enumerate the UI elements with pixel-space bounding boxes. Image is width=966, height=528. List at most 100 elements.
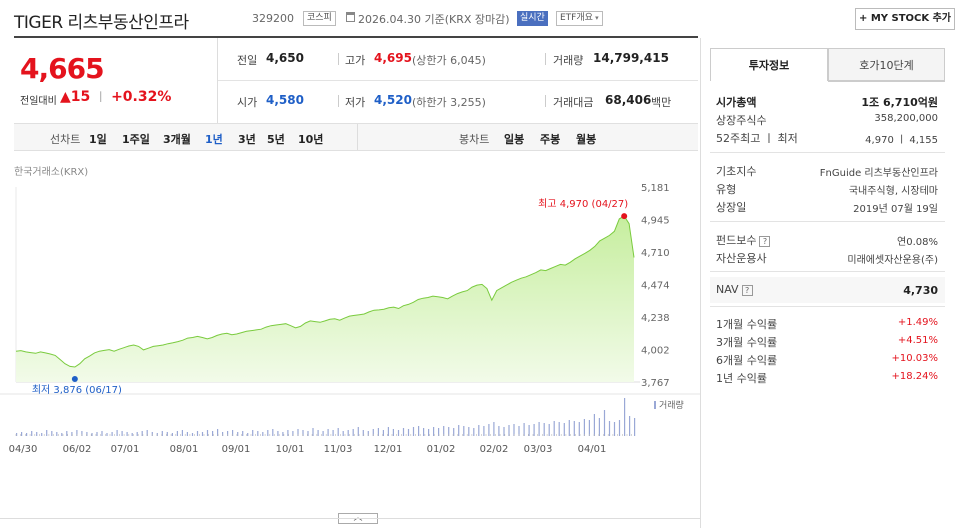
- change-separator: ㅣ: [95, 90, 107, 104]
- volume-bar: [252, 430, 254, 436]
- price-chart[interactable]: 5,181 4,945 4,710 4,474 4,238 4,002 3,767 04/3…: [0, 150, 700, 512]
- volume-bar: [212, 431, 214, 436]
- volume-bar: [46, 430, 48, 436]
- candle-weekly[interactable]: 주봉: [540, 133, 561, 146]
- type-label: 유형: [716, 183, 737, 196]
- volume-bar: [463, 426, 465, 436]
- prev-close-value: 4,650: [266, 51, 304, 65]
- add-my-stock-button[interactable]: + MY STOCK 추가: [855, 8, 955, 30]
- period-1d[interactable]: 1일: [89, 133, 107, 146]
- volume-bar: [171, 433, 173, 436]
- cell-separator: [545, 95, 546, 107]
- week52-value: 4,970 ㅣ 4,155: [865, 135, 938, 146]
- volume-bar: [327, 429, 329, 436]
- chart-bottom-line: [0, 518, 700, 519]
- prev-close-label: 전일: [237, 54, 258, 67]
- high-value: 4,695: [374, 51, 412, 65]
- volume-legend: 거래량: [659, 399, 684, 411]
- listed-date-label: 상장일: [716, 201, 747, 214]
- help-icon[interactable]: ?: [741, 284, 753, 296]
- volume-bar: [262, 432, 264, 436]
- y-tick-label: 5,181: [641, 183, 670, 194]
- volume-bar: [508, 425, 510, 436]
- x-tick-label: 07/01: [111, 444, 140, 455]
- return-6m-label: 6개월 수익률: [716, 354, 778, 367]
- volume-bar: [242, 431, 244, 436]
- candle-monthly[interactable]: 월봉: [576, 133, 597, 146]
- tab-invest-info[interactable]: 투자정보: [710, 48, 828, 81]
- x-tick-label: 11/03: [324, 444, 353, 455]
- nav-value: 4,730: [903, 284, 938, 297]
- x-tick-label: 02/02: [480, 444, 509, 455]
- period-5y[interactable]: 5년: [267, 133, 285, 146]
- amount-value: 68,406: [605, 93, 652, 107]
- volume-bar: [41, 433, 43, 436]
- candle-daily[interactable]: 일봉: [504, 133, 525, 146]
- up-arrow-icon: ▲: [60, 89, 71, 105]
- volume-bar: [473, 428, 475, 436]
- volume-bar: [634, 418, 636, 436]
- period-1y[interactable]: 1년: [205, 133, 223, 146]
- listed-shares-label: 상장주식수: [716, 114, 767, 127]
- volume-bar: [76, 430, 78, 436]
- volume-bar: [66, 431, 68, 436]
- tab-hoga[interactable]: 호가10단계: [828, 48, 945, 81]
- volume-bar: [558, 422, 560, 436]
- volume-bar: [448, 427, 450, 436]
- open-label: 시가: [237, 96, 258, 109]
- volume-bar: [488, 424, 490, 436]
- volume-bar: [21, 432, 23, 436]
- volume-bar: [438, 428, 440, 436]
- period-bar: [14, 123, 698, 151]
- volume-bar: [81, 431, 83, 436]
- return-6m-value: +10.03%: [891, 353, 938, 364]
- x-tick-label: 03/03: [524, 444, 553, 455]
- return-1y-label: 1년 수익률: [716, 372, 767, 385]
- volume-bar: [26, 433, 28, 436]
- volume-bar: [629, 416, 631, 436]
- y-tick-label: 4,945: [641, 216, 670, 227]
- etf-code: 329200: [252, 12, 294, 25]
- y-tick-label: 4,238: [641, 313, 670, 324]
- base-index-value: FnGuide 리츠부동산인프라: [819, 168, 938, 179]
- volume-bar: [428, 429, 430, 436]
- period-3y[interactable]: 3년: [238, 133, 256, 146]
- volume-bar: [297, 429, 299, 436]
- period-10y[interactable]: 10년: [298, 133, 324, 146]
- chevron-down-icon: ▾: [592, 14, 599, 22]
- summary-divider: [217, 38, 218, 123]
- x-tick-label: 10/01: [276, 444, 305, 455]
- market-cap-value: 1조 6,710억원: [861, 96, 938, 109]
- volume-bar: [232, 430, 234, 436]
- volume-bar: [483, 426, 485, 436]
- change-value: ▲15 ㅣ +0.32%: [60, 88, 171, 105]
- volume-bars: [15, 398, 636, 436]
- volume-bar: [227, 431, 229, 436]
- volume-bar: [176, 431, 178, 436]
- period-3m[interactable]: 3개월: [163, 133, 191, 146]
- upper-limit: (상한가 6,045): [412, 54, 486, 67]
- period-1w[interactable]: 1주일: [122, 133, 150, 146]
- volume-bar: [181, 430, 183, 436]
- volume-bar: [186, 432, 188, 436]
- week52-label: 52주최고 ㅣ 최저: [716, 132, 798, 145]
- volume-bar: [407, 429, 410, 436]
- volume-bar: [292, 431, 294, 436]
- fee-value: 연0.08%: [897, 237, 938, 248]
- volume-bar: [31, 431, 33, 436]
- help-icon[interactable]: ?: [759, 235, 771, 247]
- volume-bar: [106, 433, 108, 436]
- etf-info-dropdown[interactable]: ETF개요 ▾: [556, 11, 603, 26]
- y-axis-labels: 5,181 4,945 4,710 4,474 4,238 4,002 3,767: [641, 183, 670, 389]
- volume-bar: [453, 428, 455, 436]
- x-tick-label: 04/01: [578, 444, 607, 455]
- fee-row: 펀드보수?: [716, 232, 771, 248]
- y-tick-label: 4,002: [641, 346, 670, 357]
- volume-bar: [372, 429, 374, 436]
- chart-source: 한국거래소(KRX): [14, 167, 89, 178]
- low-value: 4,520: [374, 93, 412, 107]
- volume-bar: [518, 426, 520, 436]
- x-tick-label: 08/01: [170, 444, 199, 455]
- realtime-button[interactable]: 실시간: [517, 11, 548, 26]
- volume-bar: [61, 433, 63, 436]
